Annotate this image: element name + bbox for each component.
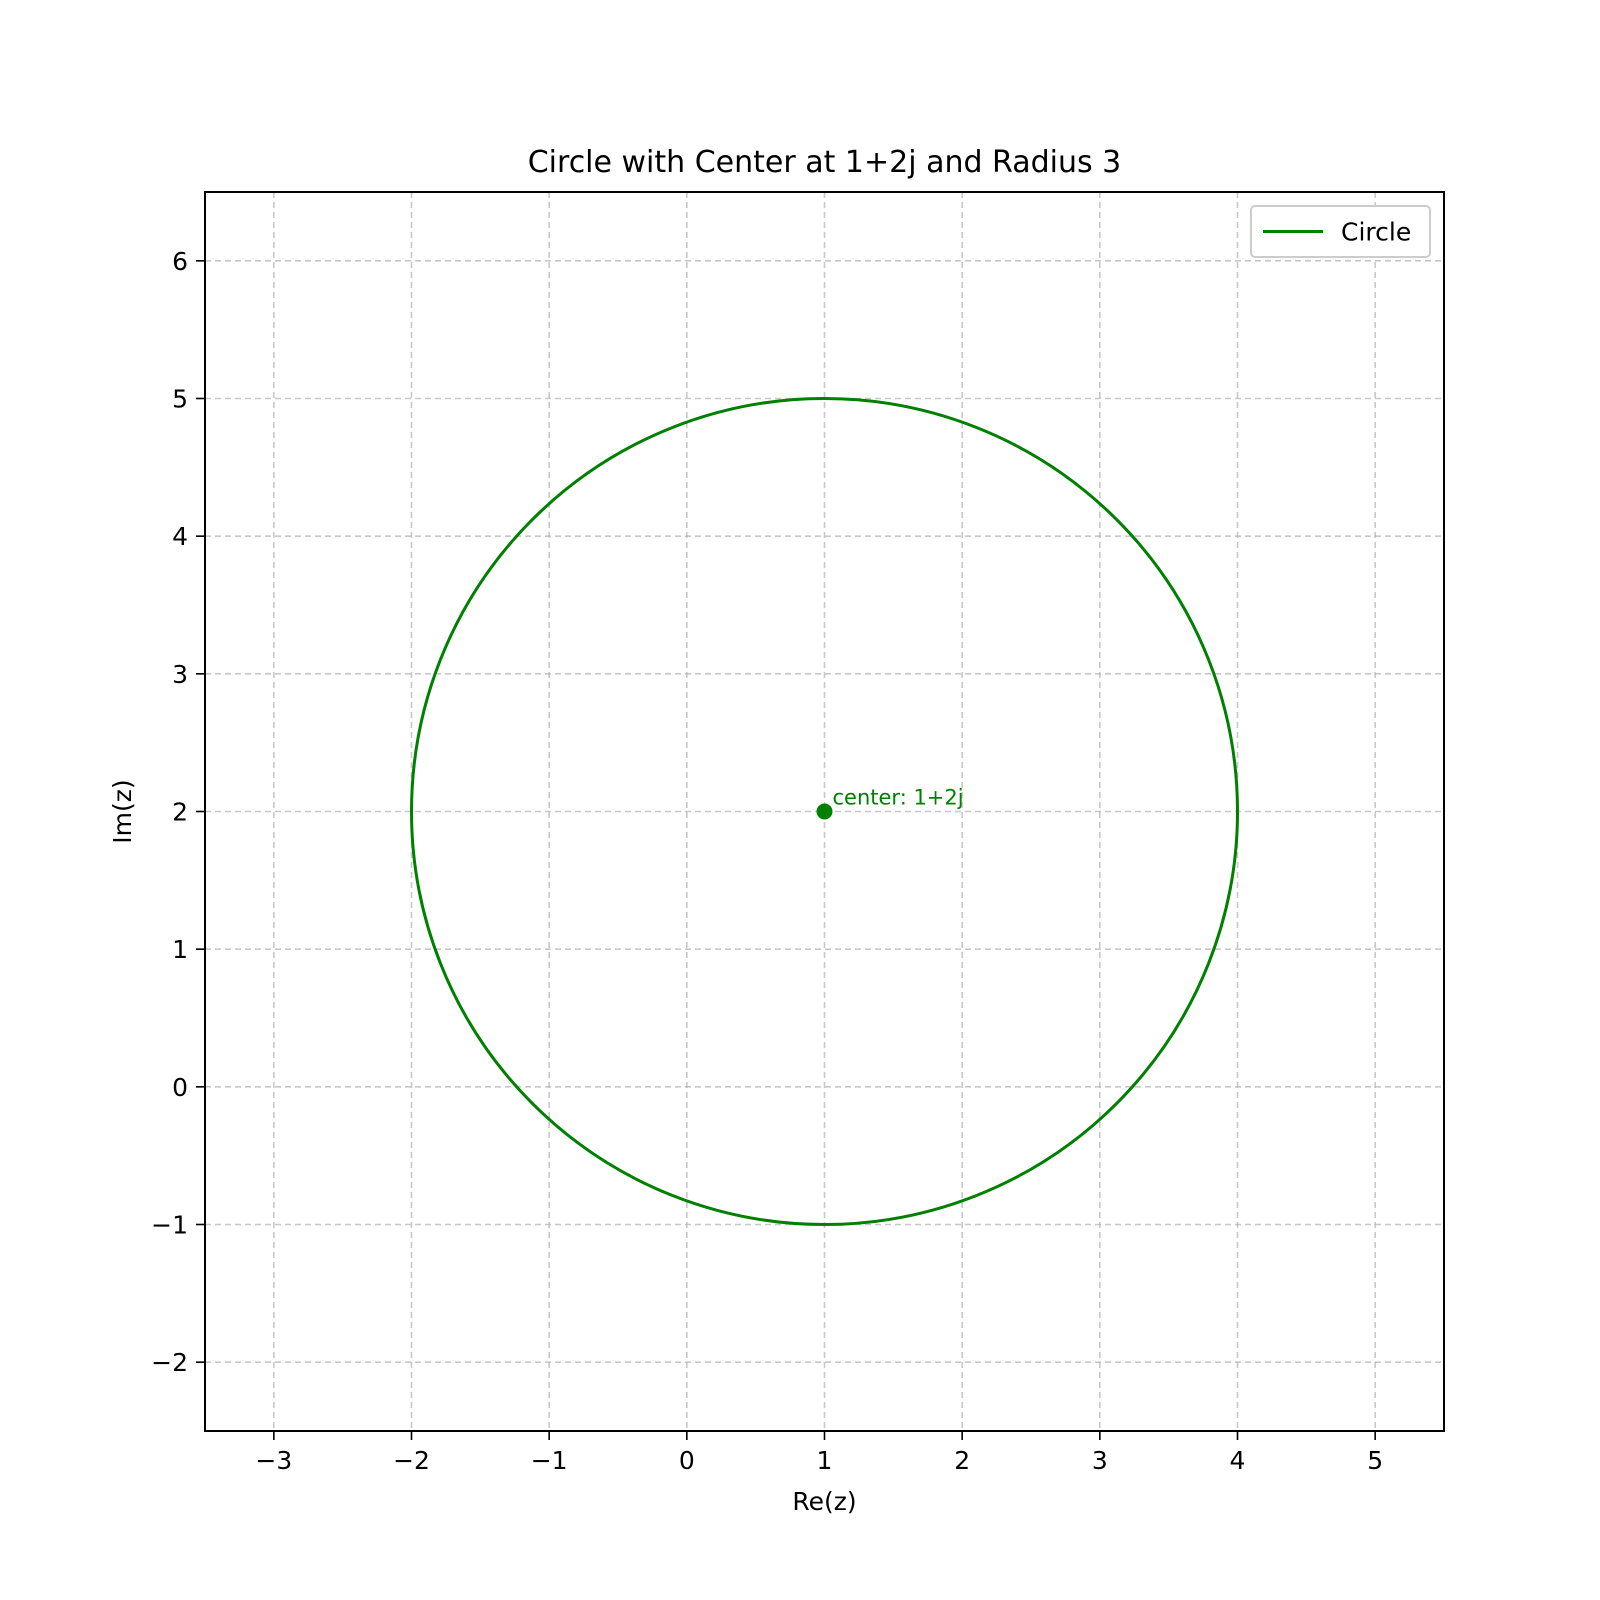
- y-tick-label: 1: [172, 935, 188, 964]
- x-tick-label: −2: [393, 1446, 430, 1475]
- center-point: [816, 803, 833, 820]
- y-tick-label: 0: [172, 1073, 188, 1102]
- legend: Circle: [1250, 205, 1431, 258]
- axis-ticks: −3 −2 −1 0 1 2 3 4 5 −2 −1 0 1 2 3 4 5 6: [151, 247, 1383, 1475]
- x-axis-label: Re(z): [792, 1487, 856, 1516]
- y-tick-label: −1: [151, 1211, 188, 1240]
- x-tick-label: −3: [255, 1446, 292, 1475]
- y-tick-label: −2: [151, 1348, 188, 1377]
- x-tick-label: 2: [954, 1446, 970, 1475]
- x-tick-label: 3: [1092, 1446, 1108, 1475]
- y-tick-label: 2: [172, 798, 188, 827]
- y-tick-label: 3: [172, 660, 188, 689]
- legend-label: Circle: [1341, 218, 1411, 247]
- x-tick-label: 0: [679, 1446, 695, 1475]
- legend-box: [1250, 205, 1431, 258]
- y-axis-label: Im(z): [108, 779, 137, 843]
- circle-series-line: [410, 397, 1239, 1226]
- center-annotation: center: 1+2j: [833, 786, 964, 810]
- y-tick-label: 5: [172, 385, 188, 414]
- x-tick-label: 5: [1367, 1446, 1383, 1475]
- x-tick-label: 4: [1230, 1446, 1246, 1475]
- y-tick-label: 6: [172, 247, 188, 276]
- chart-title: Circle with Center at 1+2j and Radius 3: [528, 145, 1122, 180]
- x-tick-label: −1: [531, 1446, 568, 1475]
- y-tick-label: 4: [172, 522, 188, 551]
- x-tick-label: 1: [817, 1446, 833, 1475]
- plot-area: center: 1+2j: [410, 397, 1239, 1226]
